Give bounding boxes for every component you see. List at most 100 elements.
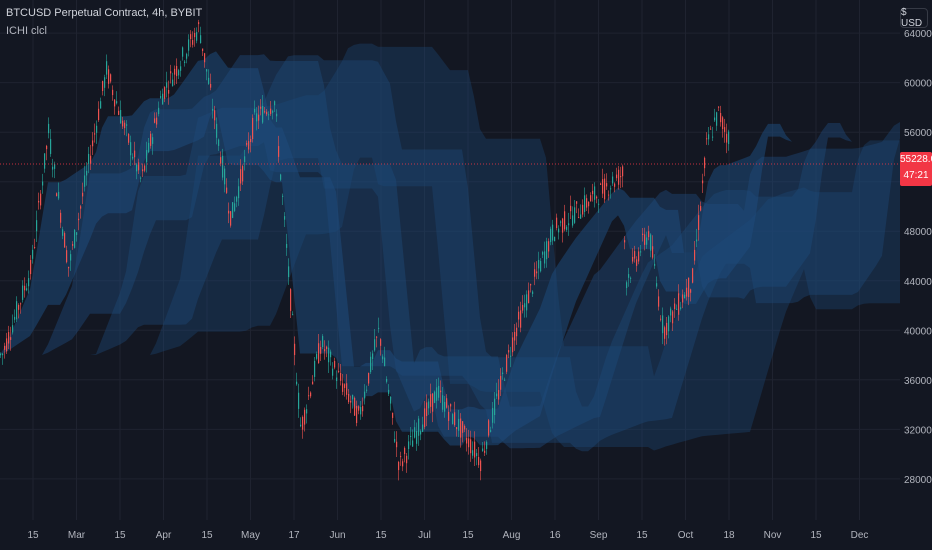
candle-body (154, 118, 156, 123)
candle-body (526, 294, 528, 311)
candle-body (6, 338, 8, 352)
candle-body (202, 48, 204, 52)
candle-body (228, 210, 230, 214)
candle-body (402, 461, 404, 467)
candle-body (410, 435, 412, 437)
candle-body (574, 207, 576, 223)
candle-body (624, 240, 626, 243)
candle-body (350, 400, 352, 403)
candle-body (558, 228, 560, 233)
candle-body (552, 224, 554, 241)
time-tick-label: 15 (27, 530, 39, 541)
candle-body (566, 226, 568, 230)
time-tick-label: Aug (503, 530, 521, 541)
bar-countdown: 47:21 (903, 170, 929, 181)
candle-body (96, 125, 98, 133)
candle-body (58, 191, 60, 199)
cloud-band (0, 54, 900, 449)
cloud-band (0, 51, 900, 446)
candle-body (216, 123, 218, 138)
candle-body (250, 138, 252, 143)
candle-body (418, 418, 420, 436)
candle-body (488, 420, 490, 436)
candle-body (506, 355, 508, 372)
candle-body (110, 74, 112, 82)
candle-body (474, 441, 476, 458)
candle-body (330, 351, 332, 358)
candle-body (614, 183, 616, 187)
time-tick-label: 15 (114, 530, 126, 541)
candle-body (520, 310, 522, 328)
candle-body (56, 193, 58, 197)
candle-body (274, 101, 276, 106)
candle-body (116, 101, 118, 104)
candle-body (630, 277, 632, 279)
candle-body (436, 387, 438, 401)
candle-body (398, 461, 400, 471)
candle-body (64, 233, 66, 248)
candle-body (322, 336, 324, 347)
candle-body (280, 174, 282, 180)
candle-body (22, 285, 24, 300)
candle-body (604, 178, 606, 200)
candle-body (670, 308, 672, 316)
candle-body (678, 293, 680, 315)
candle-body (24, 285, 26, 291)
candle-body (502, 372, 504, 375)
time-axis[interactable]: 15 Mar 15 Apr 15 May 17 Jun 15 Jul 15 Aug 16 Sep 15 Oct… (27, 530, 868, 541)
candle-body (302, 416, 304, 430)
candle-body (60, 212, 62, 223)
candle-body (464, 425, 466, 430)
candle-body (390, 396, 392, 404)
candle-body (354, 397, 356, 416)
candle-body (316, 353, 318, 359)
candle-body (448, 411, 450, 421)
candle-body (88, 153, 90, 164)
currency-button[interactable]: $ USD (900, 7, 928, 29)
candle-body (268, 114, 270, 116)
candle-body (92, 140, 94, 147)
candle-body (100, 101, 102, 109)
candle-body (54, 164, 56, 169)
price-axis[interactable]: 64000.060000.056000.052000.048000.044000… (900, 0, 932, 550)
candle-body (270, 108, 272, 114)
time-tick-label: 18 (723, 530, 735, 541)
candle-body (578, 217, 580, 219)
candle-body (312, 381, 314, 385)
candle-body (382, 356, 384, 360)
candle-body (550, 228, 552, 243)
candle-body (328, 347, 330, 363)
candles (0, 19, 730, 481)
candle-body (450, 404, 452, 407)
price-tick-label: 40000.0 (904, 326, 932, 337)
candle-body (656, 283, 658, 287)
candle-body (590, 195, 592, 202)
candle-body (156, 117, 158, 125)
candle-body (554, 236, 556, 242)
candle-body (592, 190, 594, 195)
candle-body (232, 202, 234, 218)
candle-body (288, 266, 290, 278)
candle-body (126, 124, 128, 126)
candle-body (226, 187, 228, 193)
candle-body (454, 412, 456, 426)
candle-body (186, 53, 188, 59)
candle-body (356, 405, 358, 424)
time-tick-label: Oct (678, 530, 694, 541)
candle-body (412, 440, 414, 447)
candle-body (612, 176, 614, 184)
indicator-label[interactable]: ICHI clcl (6, 25, 47, 37)
candle-body (72, 244, 74, 246)
candle-body (380, 339, 382, 346)
candle-body (568, 223, 570, 226)
candle-body (686, 287, 688, 297)
candle-body (384, 357, 386, 367)
candle-body (432, 393, 434, 412)
candle-body (358, 406, 360, 411)
candle-body (636, 259, 638, 266)
candle-body (238, 186, 240, 199)
time-tick-label: 16 (549, 530, 561, 541)
candle-body (78, 218, 80, 221)
candle-body (404, 447, 406, 455)
